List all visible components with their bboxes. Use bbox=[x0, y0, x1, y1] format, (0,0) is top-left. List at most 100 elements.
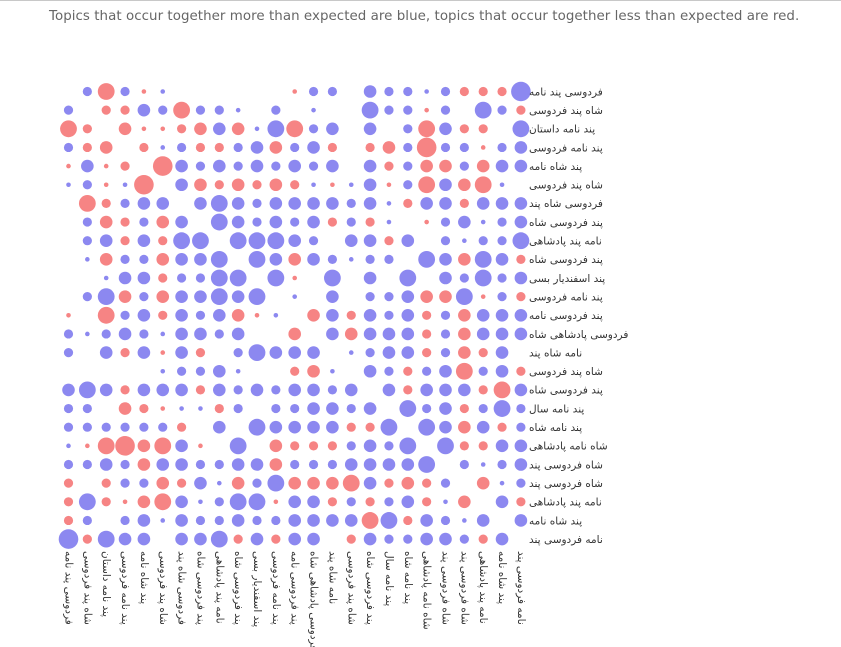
bubble-r8-c22 bbox=[478, 236, 488, 246]
row-label-22: نامه پند پادشاهی bbox=[529, 497, 602, 509]
bubble-r3-c10 bbox=[250, 141, 264, 154]
bubble-r13-c6 bbox=[175, 327, 188, 341]
bubble-r8-c10 bbox=[248, 232, 266, 250]
bubble-r12-c5 bbox=[158, 310, 168, 320]
bubble-r15-c6 bbox=[177, 366, 187, 376]
bubble-r5-c16 bbox=[363, 178, 377, 192]
bubble-r22-c1 bbox=[78, 493, 96, 511]
bubble-r24-c17 bbox=[384, 534, 394, 544]
bubble-r20-c5 bbox=[156, 458, 170, 471]
bubble-r1-c4 bbox=[137, 103, 151, 117]
column-label-14: نامه شاه پند bbox=[326, 551, 338, 604]
bubble-r4-c9 bbox=[233, 161, 243, 171]
bubble-r12-c17 bbox=[384, 310, 394, 320]
bubble-r4-c3 bbox=[120, 161, 130, 171]
bubble-r4-c1 bbox=[81, 159, 94, 173]
bubble-r6-c11 bbox=[269, 197, 283, 210]
bubble-r13-c15 bbox=[344, 327, 358, 341]
bubble-r2-c19 bbox=[418, 120, 436, 138]
bubble-r14-c12 bbox=[288, 346, 302, 359]
bubble-r4-c10 bbox=[250, 159, 264, 173]
bubble-r14-c9 bbox=[233, 348, 243, 358]
row-label-9: پند فردوسی شاه bbox=[529, 254, 603, 266]
bubble-r17-c21 bbox=[459, 403, 469, 414]
bubble-r7-c20 bbox=[440, 217, 451, 227]
top-divider bbox=[0, 0, 841, 1]
bubble-r7-c6 bbox=[175, 215, 188, 229]
bubble-r18-c15 bbox=[346, 422, 356, 432]
bubble-r3-c7 bbox=[195, 142, 206, 153]
bubble-r9-c14 bbox=[327, 254, 337, 264]
bubble-r23-c12 bbox=[288, 514, 302, 527]
bubble-r17-c15 bbox=[346, 403, 356, 414]
bubble-r16-c10 bbox=[250, 383, 264, 397]
bubble-r7-c14 bbox=[327, 217, 337, 227]
bubble-r19-c0 bbox=[66, 443, 71, 449]
bubble-r9-c13 bbox=[307, 253, 320, 266]
row-label-4: پند شاه نامه bbox=[529, 161, 582, 173]
bubble-r11-c5 bbox=[156, 290, 170, 303]
bubble-r24-c9 bbox=[233, 534, 243, 544]
bubble-r20-c13 bbox=[308, 459, 319, 470]
bubble-r22-c18 bbox=[401, 495, 415, 509]
bubble-r17-c16 bbox=[363, 402, 377, 415]
bubble-r21-c23 bbox=[499, 480, 505, 486]
bubble-r21-c9 bbox=[231, 476, 245, 490]
bubble-r13-c23 bbox=[495, 327, 509, 341]
bubble-r11-c18 bbox=[401, 290, 415, 303]
bubble-r5-c22 bbox=[474, 176, 492, 194]
bubble-r16-c6 bbox=[175, 383, 188, 397]
bubble-r2-c0 bbox=[60, 120, 77, 138]
bubble-r23-c3 bbox=[120, 515, 130, 526]
bubble-r21-c13 bbox=[307, 476, 320, 490]
bubble-r24-c7 bbox=[194, 532, 207, 546]
bubble-r14-c23 bbox=[495, 346, 509, 359]
bubble-r22-c7 bbox=[198, 499, 203, 505]
row-label-2: پند نامه داستان bbox=[529, 124, 595, 136]
bubble-r14-c13 bbox=[307, 346, 320, 359]
bubble-r4-c5 bbox=[152, 156, 173, 176]
bubble-r22-c23 bbox=[495, 495, 509, 509]
bubble-r15-c7 bbox=[195, 366, 206, 376]
column-label-3: پند نامه فردوسی bbox=[119, 551, 131, 625]
bubble-r19-c23 bbox=[495, 439, 509, 453]
bubble-r21-c0 bbox=[63, 478, 74, 488]
bubble-r13-c3 bbox=[118, 327, 132, 341]
column-label-8: نامه پند پادشاهی bbox=[213, 551, 225, 624]
bubble-r4-c22 bbox=[476, 159, 490, 173]
bubble-r9-c8 bbox=[210, 250, 228, 268]
bubble-r8-c12 bbox=[288, 234, 302, 247]
bubble-r7-c8 bbox=[210, 213, 228, 231]
row-labels: فردوسی پند نامه شاه پند فردوسی پند نامه دا… bbox=[529, 86, 628, 546]
row-label-11: پند نامه فردوسی bbox=[529, 291, 603, 303]
bubble-r6-c24 bbox=[514, 197, 528, 210]
bubble-r18-c1 bbox=[82, 422, 92, 432]
bubble-r1-c5 bbox=[158, 105, 168, 115]
bubble-r18-c14 bbox=[326, 420, 339, 434]
bubble-r9-c5 bbox=[156, 253, 170, 266]
row-label-1: شاه پند فردوسی bbox=[529, 105, 603, 117]
bubble-r15-c20 bbox=[439, 364, 452, 378]
bubble-r15-c5 bbox=[160, 368, 166, 374]
bubble-r9-c2 bbox=[99, 253, 113, 266]
row-label-8: نامه پند پادشاهی bbox=[529, 236, 602, 248]
bubble-r8-c20 bbox=[440, 236, 451, 246]
bubble-r1-c24 bbox=[516, 105, 526, 115]
bubble-r19-c13 bbox=[308, 441, 319, 451]
bubble-r0-c16 bbox=[363, 85, 377, 98]
bubble-r4-c11 bbox=[271, 161, 281, 171]
bubble-r23-c17 bbox=[380, 512, 398, 529]
bubble-r22-c5 bbox=[154, 493, 172, 511]
bubble-r20-c6 bbox=[175, 458, 188, 471]
bubble-r16-c19 bbox=[420, 383, 433, 397]
column-label-16: پند فردوسی شاه bbox=[364, 551, 376, 625]
bubble-r10-c22 bbox=[474, 269, 492, 287]
bubble-r16-c18 bbox=[403, 385, 413, 395]
bubble-r7-c10 bbox=[252, 217, 262, 227]
row-label-24: نامه فردوسی پند bbox=[529, 534, 603, 546]
bubble-r18-c10 bbox=[248, 418, 266, 436]
bubble-r14-c11 bbox=[269, 346, 283, 359]
bubble-r14-c22 bbox=[478, 348, 488, 358]
bubble-r8-c4 bbox=[137, 234, 151, 247]
bubble-r16-c17 bbox=[382, 383, 396, 397]
